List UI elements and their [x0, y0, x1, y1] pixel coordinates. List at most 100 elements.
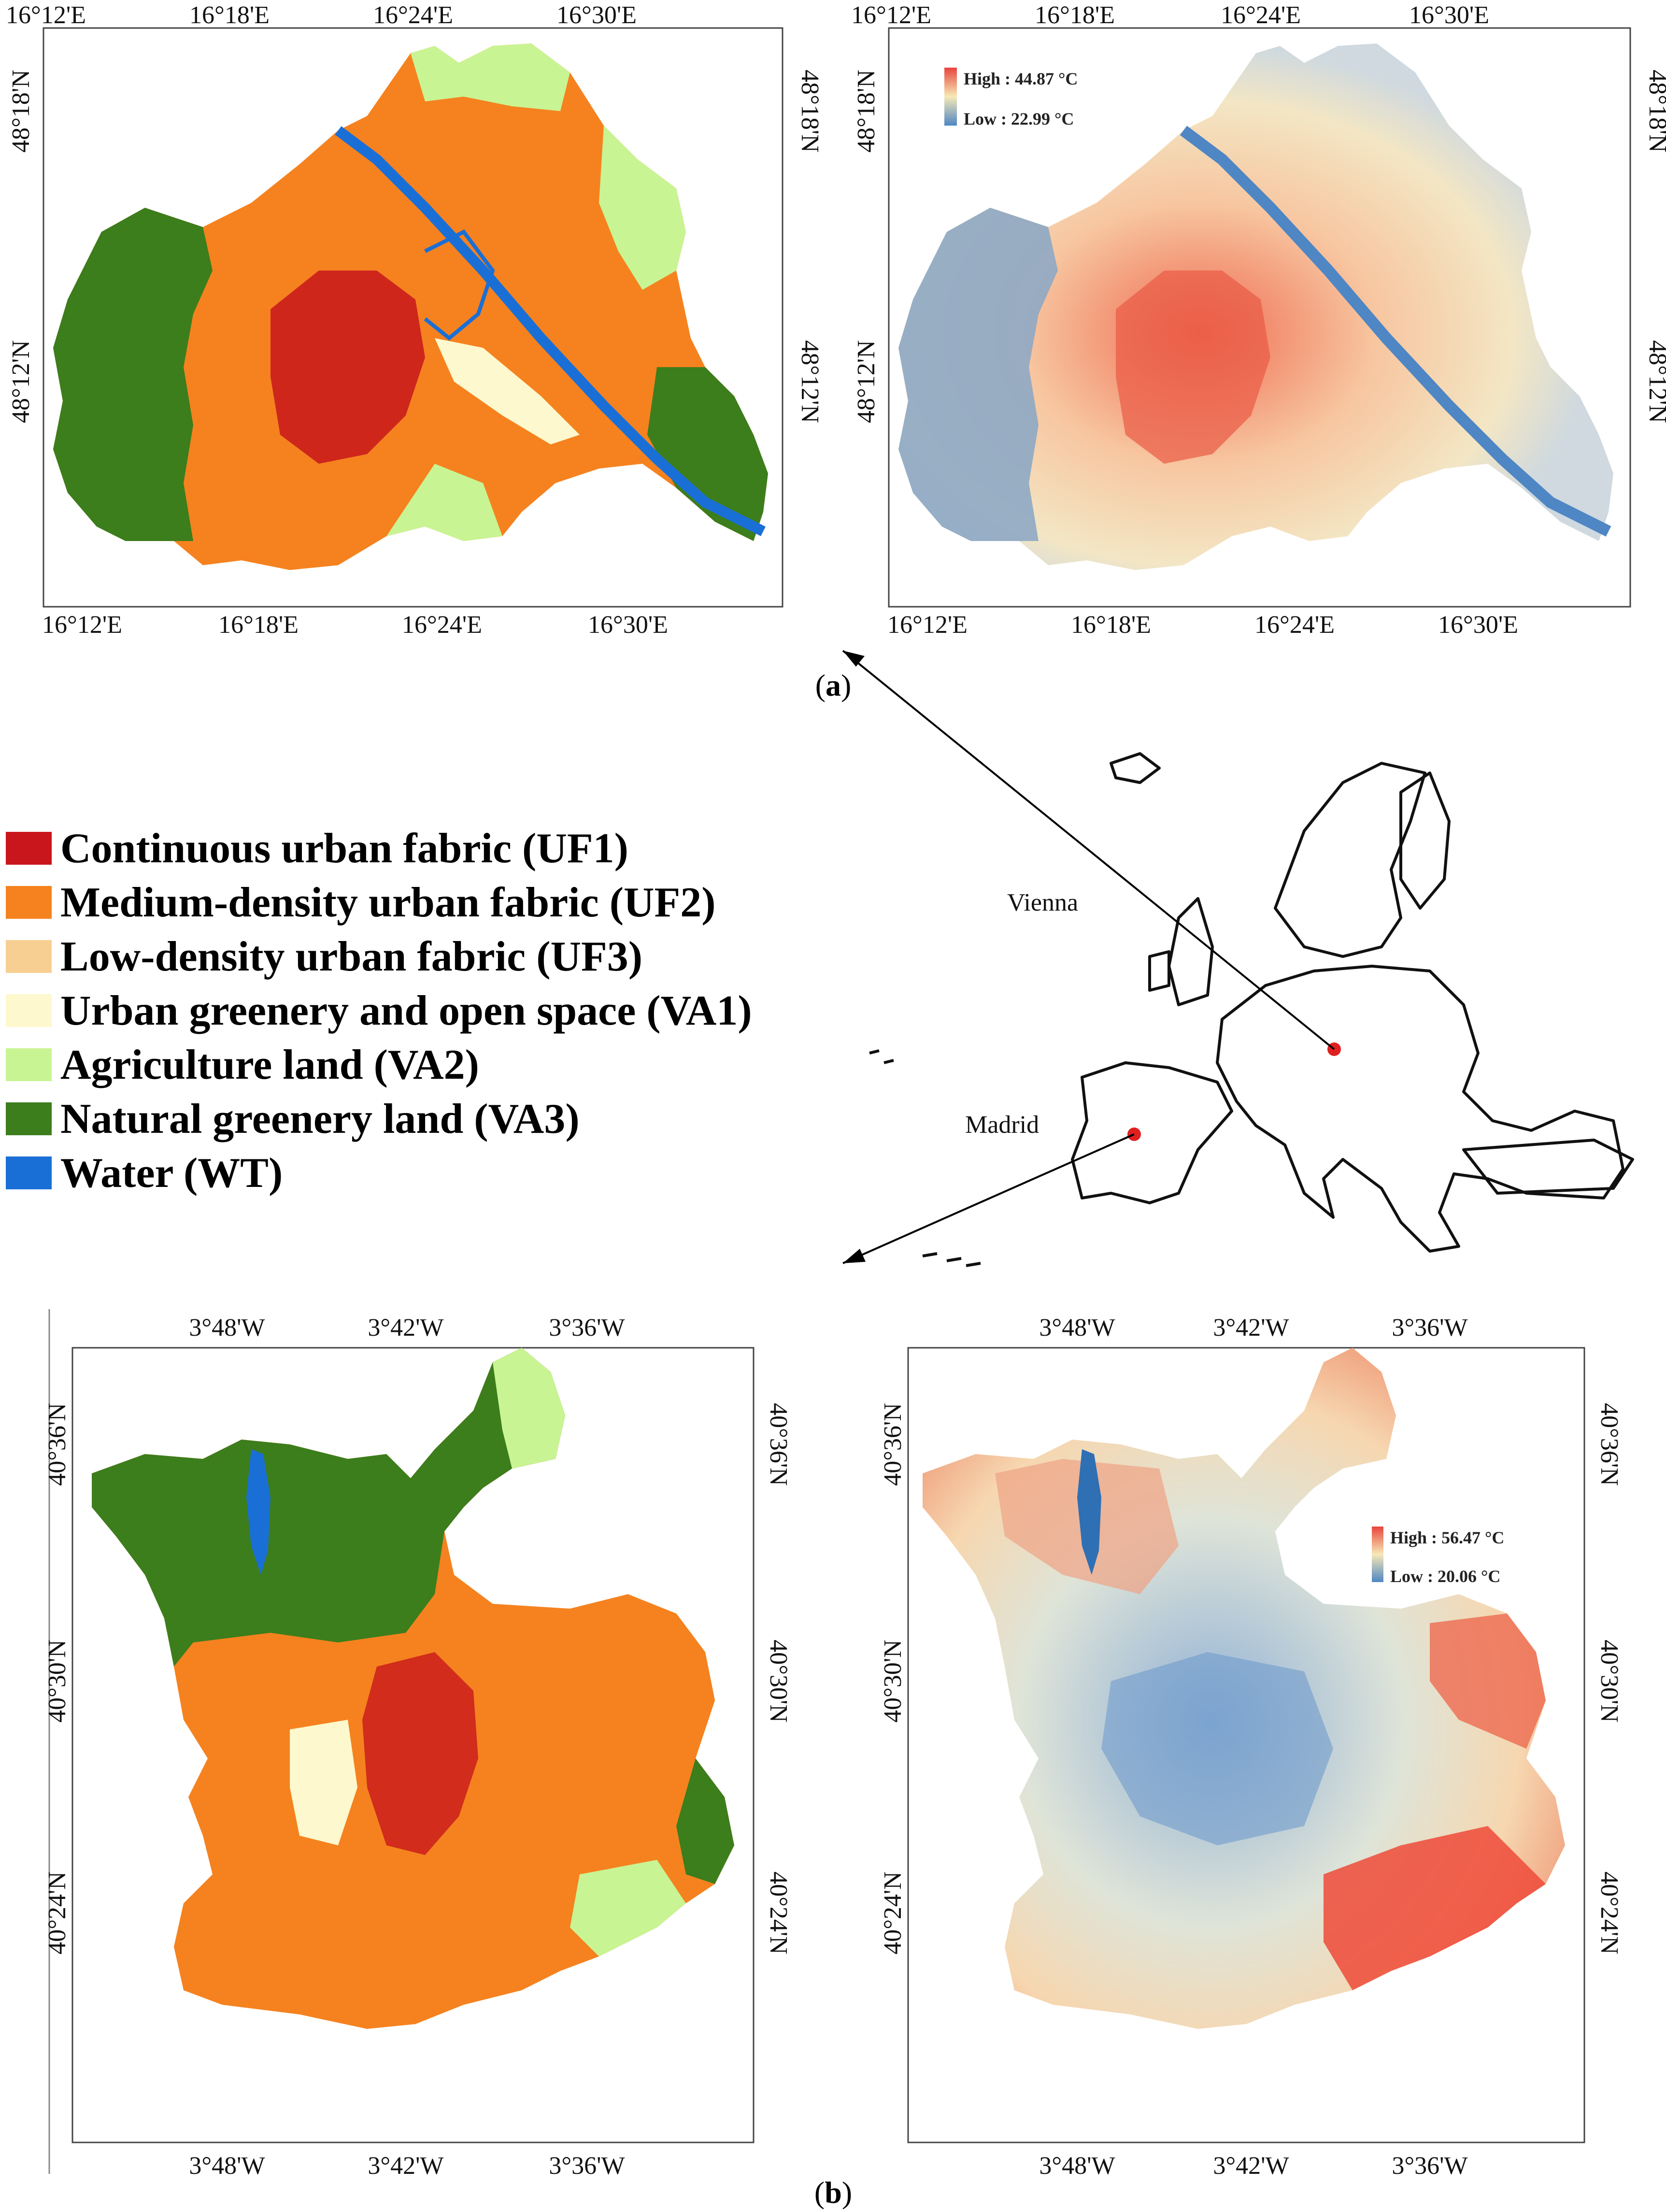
madrid-lst-high-label: High : 56.47 °C [1390, 1528, 1504, 1547]
madrid-lst-lon-tick-bottom-3: 3°36'W [1392, 2152, 1467, 2180]
madrid-lon-tick-top-3: 3°36'W [549, 1314, 625, 1341]
vienna-open-space [435, 338, 580, 444]
legend-swatch-va1 [6, 994, 52, 1027]
vienna-lst-danube [1180, 126, 1611, 537]
vienna-city-label: Vienna [1007, 889, 1078, 916]
vienna-lat-tick-left-2: 48°12'N [7, 340, 35, 423]
british-isles-outline [1168, 897, 1214, 1006]
vienna-danube [335, 126, 766, 536]
legend-swatch-uf1 [6, 832, 52, 865]
vienna-arrowhead [843, 651, 865, 667]
canary-islands-outline [922, 1252, 981, 1267]
madrid-reservoir [246, 1449, 271, 1575]
madrid-open-space-west [290, 1720, 357, 1845]
madrid-forest-north [92, 1348, 565, 1667]
madrid-lst-lon-tick-bottom-1: 3°48'W [1039, 2152, 1115, 2180]
legend-item: Urban greenery and open space (VA1) [6, 984, 856, 1038]
vienna-agri-east [599, 126, 686, 290]
legend-swatch-wt [6, 1156, 52, 1189]
vienna-lst-lat-tick-left-1: 48°18'N [853, 70, 880, 153]
vienna-lst-lat-tick-right-2: 48°12'N [1644, 340, 1666, 423]
madrid-agri-patch [493, 1348, 565, 1469]
madrid-lst-lat-tick-right-3: 40°24'N [1595, 1871, 1623, 1955]
vienna-lon-tick-top-4: 16°30'E [556, 1, 637, 29]
madrid-lon-tick-bottom-3: 3°36'W [549, 2152, 625, 2180]
legend-item: Low-density urban fabric (UF3) [6, 929, 856, 984]
vienna-arrow [842, 650, 1335, 1050]
panel-a-label: (a) [815, 668, 852, 702]
madrid-lst-cool-center [1101, 1652, 1333, 1845]
vienna-lon-tick-top-3: 16°24'E [373, 1, 453, 29]
vienna-lst-lon-tick-bottom-4: 16°30'E [1438, 611, 1518, 639]
madrid-landuse-map [48, 1309, 755, 2174]
legend-swatch-va2 [6, 1048, 52, 1081]
vienna-lst-lon-tick-bottom-3: 16°24'E [1254, 611, 1335, 639]
madrid-lst-colorbar [1372, 1527, 1383, 1582]
vienna-lst-hot-core [1116, 271, 1270, 464]
madrid-lst-hot-southeast [1324, 1826, 1546, 1990]
vienna-lat-tick-right-2: 48°12'N [796, 340, 824, 423]
vienna-lst-low-label: Low : 22.99 °C [964, 109, 1074, 128]
madrid-lon-tick-bottom-2: 3°42'W [368, 2152, 443, 2180]
madrid-lon-tick-top-1: 3°48'W [189, 1314, 265, 1341]
vienna-lst-lon-tick-top-1: 16°12'E [851, 1, 931, 29]
legend-label-va3: Natural greenery land (VA3) [60, 1095, 580, 1142]
legend-item: Continuous urban fabric (UF1) [6, 821, 856, 875]
vienna-lon-tick-bottom-4: 16°30'E [588, 611, 668, 639]
finland-outline [1399, 771, 1451, 910]
vienna-lst-lon-tick-top-3: 16°24'E [1221, 1, 1301, 29]
vienna-agri-north [411, 43, 570, 111]
madrid-lat-tick-left-3: 40°24'N [43, 1871, 71, 1955]
legend-label-uf3: Low-density urban fabric (UF3) [60, 933, 643, 980]
madrid-lat-tick-right-1: 40°36'N [765, 1403, 792, 1486]
madrid-lst-lon-tick-bottom-2: 3°42'W [1213, 2152, 1289, 2180]
vienna-forest-west [53, 208, 213, 541]
vienna-lst-forest-cool [898, 208, 1058, 541]
legend-item: Natural greenery land (VA3) [6, 1092, 856, 1146]
vienna-lon-tick-top-1: 16°12'E [6, 1, 86, 29]
vienna-lon-tick-top-2: 16°18'E [189, 1, 270, 29]
vienna-agri-south [386, 464, 502, 541]
madrid-lst-lon-tick-top-3: 3°36'W [1392, 1314, 1467, 1341]
vienna-lat-tick-right-1: 48°18'N [796, 70, 824, 153]
turkey-outline [1462, 1139, 1634, 1195]
vienna-lon-tick-bottom-2: 16°18'E [218, 611, 299, 639]
vienna-lst-high-label: High : 44.87 °C [964, 69, 1078, 88]
vienna-lst-colorbar [944, 68, 957, 126]
madrid-urban-core [362, 1652, 478, 1855]
madrid-lat-tick-left-1: 40°36'N [43, 1403, 71, 1486]
vienna-danube-canal [424, 229, 495, 341]
madrid-forest-southeast [676, 1758, 734, 1884]
vienna-lst-lon-tick-bottom-2: 16°18'E [1071, 611, 1151, 639]
legend-swatch-va3 [6, 1102, 52, 1135]
madrid-lst-lat-tick-right-1: 40°36'N [1595, 1403, 1623, 1486]
madrid-lst-lon-tick-top-1: 3°48'W [1039, 1314, 1115, 1341]
azores-outline [869, 1049, 894, 1064]
madrid-arrow [842, 1133, 1135, 1264]
panel-b-label: (b) [814, 2175, 852, 2210]
legend-label-va2: Agriculture land (VA2) [60, 1041, 479, 1088]
madrid-lat-tick-right-2: 40°30'N [765, 1640, 792, 1723]
madrid-lon-tick-top-2: 3°42'W [368, 1314, 443, 1341]
vienna-lon-tick-bottom-1: 16°12'E [42, 611, 122, 639]
vienna-lst-lon-tick-top-4: 16°30'E [1409, 1, 1489, 29]
europe-locator-map [869, 752, 1634, 1267]
madrid-lon-tick-bottom-1: 3°48'W [189, 2152, 265, 2180]
madrid-lst-hot-east [1430, 1613, 1546, 1749]
vienna-lon-tick-bottom-3: 16°24'E [402, 611, 482, 639]
vienna-lst-lat-tick-right-1: 48°18'N [1644, 70, 1666, 153]
vienna-landuse-map [43, 27, 783, 608]
legend-label-uf2: Medium-density urban fabric (UF2) [60, 879, 716, 926]
madrid-city-label: Madrid [965, 1111, 1039, 1139]
madrid-lat-tick-left-2: 40°30'N [43, 1640, 71, 1723]
madrid-lst-low-label: Low : 20.06 °C [1390, 1567, 1500, 1586]
ireland-outline [1148, 950, 1170, 992]
madrid-lst-map [907, 1347, 1585, 2143]
legend-label-uf1: Continuous urban fabric (UF1) [60, 825, 628, 872]
madrid-uf2-east [599, 1613, 715, 1749]
vienna-lst-lon-tick-bottom-1: 16°12'E [887, 611, 968, 639]
landuse-legend: Continuous urban fabric (UF1) Medium-den… [6, 821, 856, 1200]
madrid-lst-lat-tick-left-1: 40°36'N [879, 1403, 907, 1486]
madrid-agri-south [570, 1860, 686, 1956]
madrid-lat-tick-right-3: 40°24'N [765, 1871, 792, 1955]
